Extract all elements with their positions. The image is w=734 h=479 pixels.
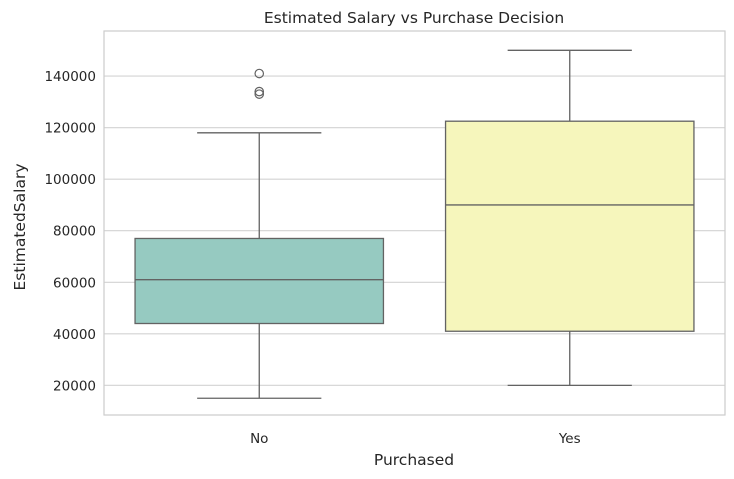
- x-tick-label: Yes: [558, 431, 581, 447]
- y-tick-label: 120000: [44, 121, 96, 137]
- x-axis-label: Purchased: [374, 451, 454, 469]
- y-tick-label: 20000: [53, 378, 96, 394]
- y-tick-label: 40000: [53, 327, 96, 343]
- y-tick-label: 60000: [53, 275, 96, 291]
- y-axis-label: EstimatedSalary: [11, 164, 29, 291]
- y-tick-label: 140000: [44, 69, 96, 85]
- box-group-no: [134, 68, 385, 399]
- y-tick-label: 80000: [53, 224, 96, 240]
- iqr-box: [134, 237, 385, 325]
- outlier-point: [254, 68, 265, 79]
- x-axis-ticks: No Yes: [250, 431, 581, 447]
- outlier-point: [254, 89, 265, 99]
- outlier-point: [254, 86, 265, 97]
- chart-title: Estimated Salary vs Purchase Decision: [264, 9, 564, 27]
- x-tick-label: No: [250, 431, 268, 447]
- box-group-yes: [444, 49, 695, 387]
- iqr-box: [444, 120, 695, 332]
- axes-frame: [103, 30, 726, 416]
- box-plots: [134, 49, 695, 399]
- y-tick-label: 100000: [44, 172, 96, 188]
- y-axis-ticks: 20000 40000 60000 80000 100000 120000 140000: [44, 69, 96, 394]
